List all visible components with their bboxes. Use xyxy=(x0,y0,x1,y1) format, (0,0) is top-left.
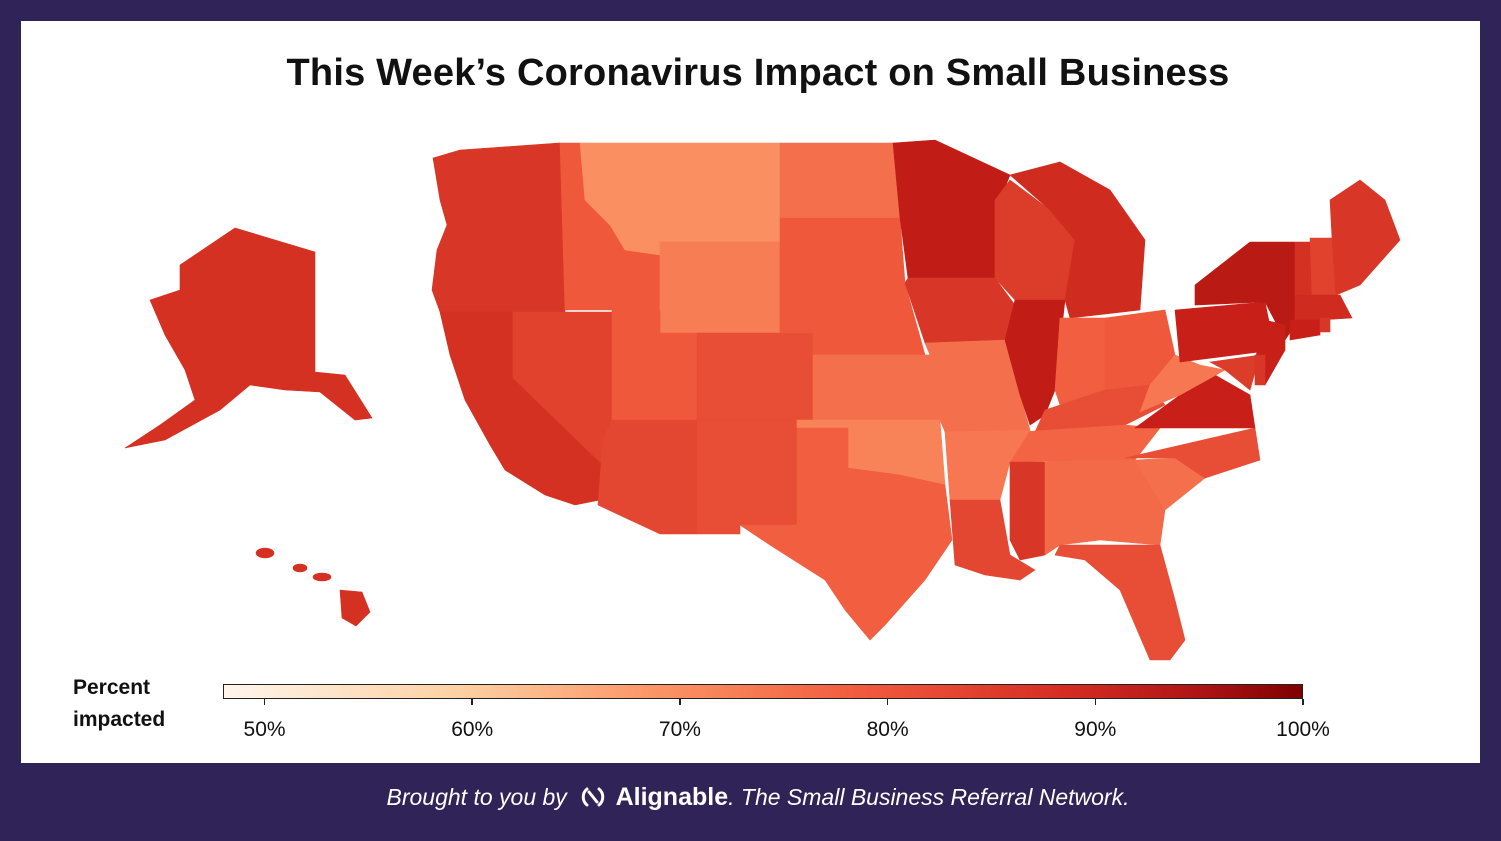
state-ND xyxy=(779,142,901,219)
state-CO xyxy=(696,332,814,421)
state-DE xyxy=(1254,354,1266,386)
state-CT xyxy=(1289,319,1321,341)
state-KS xyxy=(812,354,941,421)
state-SD xyxy=(779,217,906,284)
state-AZ xyxy=(597,419,698,535)
brand-name: Alignable xyxy=(615,783,729,811)
legend-tick xyxy=(1302,699,1304,705)
legend-tick-label: 90% xyxy=(1074,718,1117,741)
legend-tick xyxy=(1094,699,1097,705)
footer-credit: Brought to you by Alignable. The Small B… xyxy=(0,783,1501,812)
legend-title: Percent impacted xyxy=(73,676,166,731)
state-WY xyxy=(659,241,781,334)
legend-tick-label: 100% xyxy=(1276,718,1330,741)
state-MI xyxy=(1009,161,1146,319)
state-FL xyxy=(1054,544,1186,661)
state-IN xyxy=(1054,317,1106,406)
state-IL xyxy=(1004,299,1066,426)
state-MA xyxy=(1294,294,1353,321)
legend-color-scale xyxy=(223,684,1303,699)
legend-tick-label: 80% xyxy=(866,718,909,741)
state-OR xyxy=(431,224,566,313)
alignable-logo-icon xyxy=(581,787,605,807)
state-HI xyxy=(255,547,371,627)
state-WA xyxy=(432,142,566,226)
map-title: This Week’s Coronavirus Impact on Small … xyxy=(286,52,1230,94)
legend-tick xyxy=(471,699,473,705)
state-LA xyxy=(949,499,1036,581)
state-MN xyxy=(892,139,1011,279)
state-IA xyxy=(904,277,1016,344)
state-MS xyxy=(1009,461,1046,561)
state-VT xyxy=(1294,241,1313,296)
footer-prefix: Brought to you by xyxy=(386,784,567,810)
legend-tick-label: 50% xyxy=(243,718,286,741)
state-NH xyxy=(1309,237,1337,296)
state-NC xyxy=(1124,427,1261,479)
footer-suffix: . The Small Business Referral Network. xyxy=(728,784,1130,810)
state-VA xyxy=(1134,374,1256,429)
legend-tick xyxy=(679,699,681,705)
state-AL xyxy=(1044,459,1101,556)
legend-tick-label: 60% xyxy=(451,718,494,741)
state-AR xyxy=(944,429,1031,501)
state-ME xyxy=(1329,179,1401,296)
state-GA xyxy=(1084,459,1166,546)
state-NM xyxy=(696,419,798,535)
legend-tick xyxy=(263,699,266,705)
state-RI xyxy=(1319,317,1331,333)
state-TX xyxy=(739,427,953,641)
state-MD xyxy=(1209,354,1261,391)
legend-tick xyxy=(886,699,889,705)
legend-tick-label: 70% xyxy=(658,718,701,741)
state-AK xyxy=(124,227,373,449)
